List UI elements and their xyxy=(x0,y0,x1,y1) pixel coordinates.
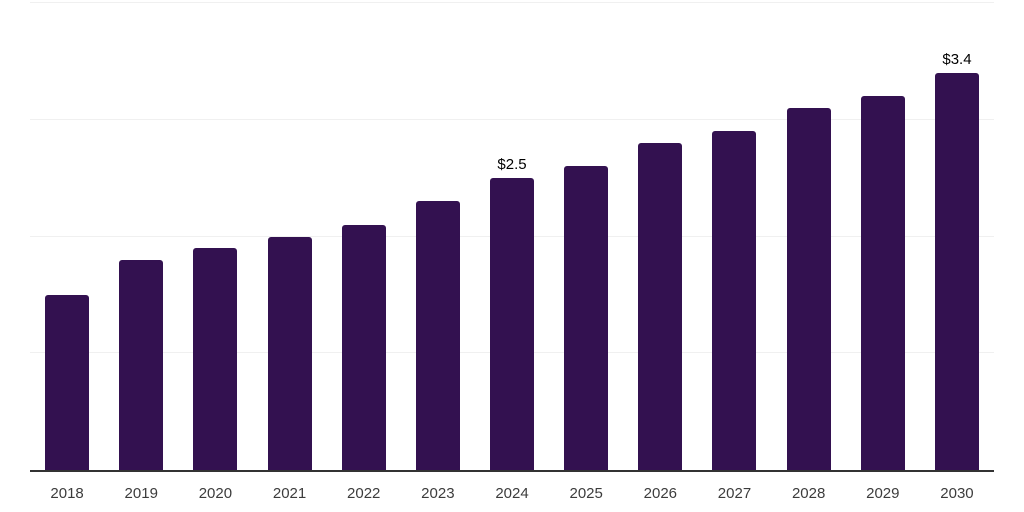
gridline-3 xyxy=(30,118,994,120)
x-tick-2021: 2021 xyxy=(272,485,307,502)
x-tick-2030: 2030 xyxy=(940,485,974,502)
bar-2029 xyxy=(860,96,905,470)
x-tick-2023: 2023 xyxy=(421,485,455,502)
bar-value-label-2024: $2.5 xyxy=(497,156,527,174)
bar-group-2026 xyxy=(623,3,697,470)
bar-group-2018 xyxy=(30,3,104,470)
bar-group-2024: $2.5 xyxy=(475,3,549,470)
bar-2022 xyxy=(341,224,386,470)
x-tick-2022: 2022 xyxy=(347,485,381,502)
bar-2020 xyxy=(193,248,238,470)
x-tick-2024: 2024 xyxy=(495,485,529,502)
bar-2028 xyxy=(786,108,831,470)
bar-2018 xyxy=(45,294,90,470)
bars-row: $2.5 $3.4 xyxy=(30,3,994,470)
x-tick-2026: 2026 xyxy=(643,485,678,502)
bar-value-label-2030: $3.4 xyxy=(942,51,972,69)
gridline-4 xyxy=(30,2,994,3)
bar-group-2030: $3.4 xyxy=(920,3,994,470)
x-tick-2027: 2027 xyxy=(717,485,752,502)
bar-2023 xyxy=(415,201,460,470)
bar-group-2022 xyxy=(327,3,401,470)
bar-2024: $2.5 xyxy=(490,156,535,470)
bar-group-2025 xyxy=(549,3,623,470)
x-tick-2028: 2028 xyxy=(791,485,826,502)
bar-group-2023 xyxy=(401,3,475,470)
bar-group-2027 xyxy=(697,3,771,470)
bar-2021 xyxy=(267,236,312,470)
bar-group-2019 xyxy=(104,3,178,470)
bar-group-2029 xyxy=(846,3,920,470)
bar-group-2021 xyxy=(252,3,326,470)
bar-group-2020 xyxy=(178,3,252,470)
bar-2019 xyxy=(119,259,164,470)
bar-2025 xyxy=(564,166,609,470)
x-tick-2018: 2018 xyxy=(50,485,84,502)
x-tick-2020: 2020 xyxy=(198,485,233,502)
plot-area: $2.5 $3.4 xyxy=(30,2,994,472)
bar-group-2028 xyxy=(772,3,846,470)
bar-2026 xyxy=(638,143,683,470)
x-tick-2029: 2029 xyxy=(866,485,900,502)
x-axis: 2018 2019 2020 2021 2022 2023 2024 2025 2026 2027… xyxy=(30,484,994,504)
x-tick-2025: 2025 xyxy=(569,485,603,502)
bar-2027 xyxy=(712,131,757,470)
x-tick-2019: 2019 xyxy=(124,485,158,502)
bar-2030: $3.4 xyxy=(934,51,979,470)
